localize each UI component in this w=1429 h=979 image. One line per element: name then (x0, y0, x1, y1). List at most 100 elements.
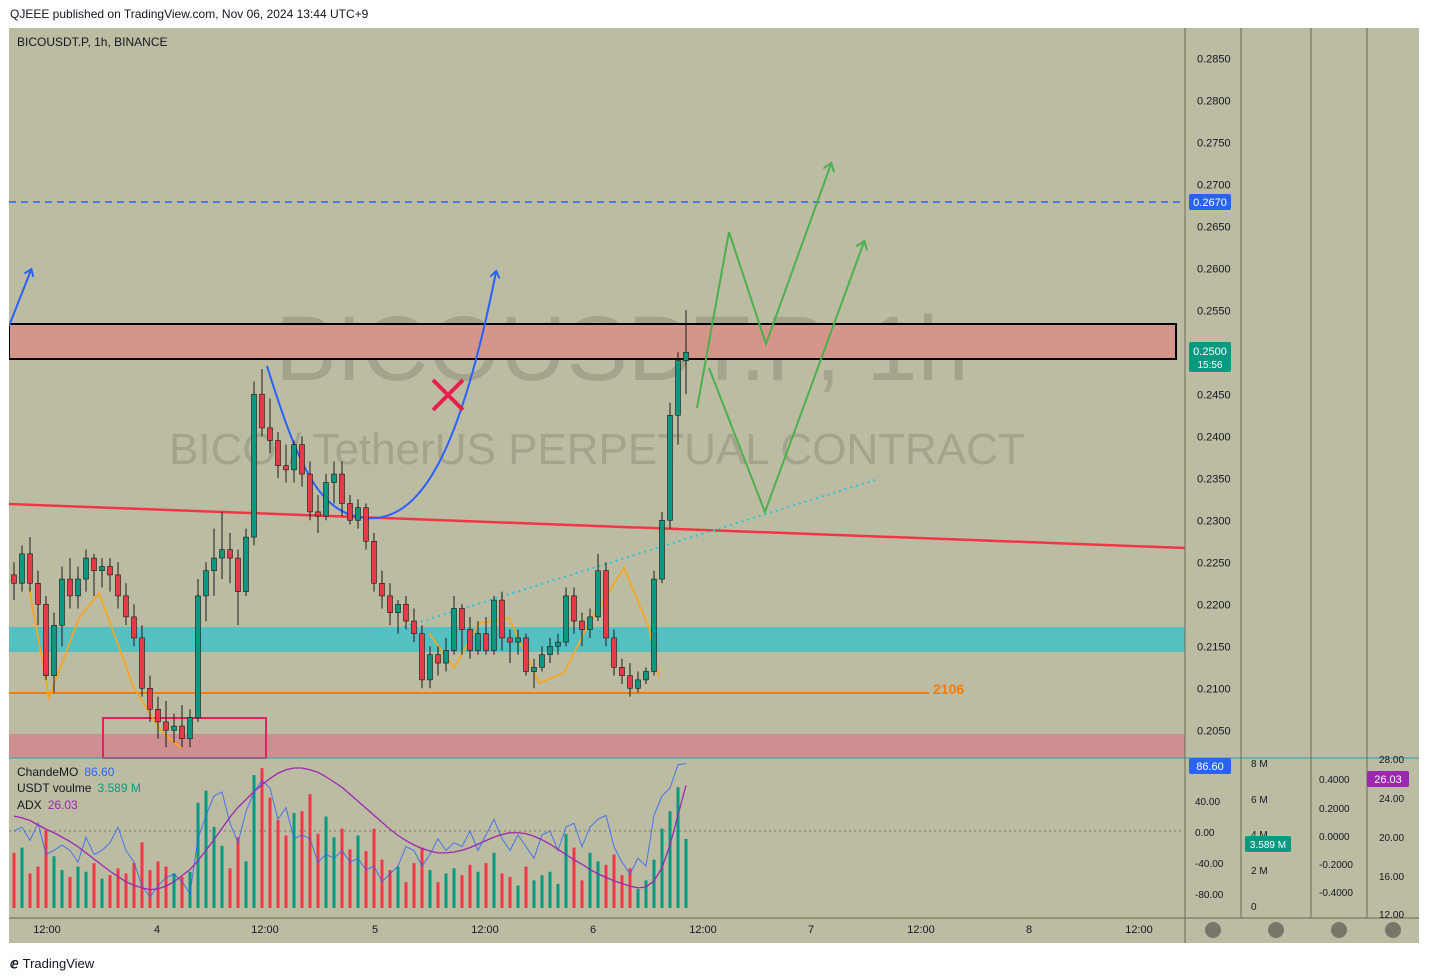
volume-bar (76, 866, 80, 908)
adx-tick-label: 28.00 (1379, 755, 1404, 766)
volume-bar (308, 794, 312, 908)
dmi-tick-label: -0.4000 (1319, 888, 1353, 899)
price-tick-label: 0.2200 (1197, 599, 1231, 611)
chart-frame[interactable]: BICOUSDT.P, 1h BICO / TetherUS PERPETUAL… (9, 28, 1419, 943)
candle (339, 461, 345, 517)
volume-bar (436, 882, 440, 908)
legend-chande[interactable]: ChandeMO 86.60 (17, 765, 114, 779)
price-tick-label: 0.2700 (1197, 179, 1231, 191)
candle (171, 713, 177, 743)
scale-settings-button-4[interactable] (1385, 922, 1401, 938)
candle (491, 595, 497, 655)
volume-bar (444, 873, 448, 908)
volume-bar (508, 876, 512, 908)
dmi-tick-label: 0.4000 (1319, 775, 1350, 786)
candle (427, 646, 433, 689)
green-projection-up (696, 164, 831, 409)
legend-adx[interactable]: ADX 26.03 (17, 798, 78, 812)
candle (467, 616, 473, 659)
svg-text:86.60: 86.60 (1196, 761, 1224, 773)
trend-line (9, 502, 1186, 550)
candle (283, 444, 289, 483)
volume-bar (652, 859, 656, 908)
price-tick-label: 0.2600 (1197, 263, 1231, 275)
volume-bar (428, 870, 432, 908)
candle (651, 570, 657, 676)
candle (115, 562, 121, 609)
volume-bar (500, 873, 504, 908)
candle (83, 549, 89, 592)
price-tick-label: 0.2850 (1197, 53, 1231, 65)
scale-settings-button-2[interactable] (1268, 922, 1284, 938)
volume-bar (292, 813, 296, 908)
candle (147, 675, 153, 722)
candle (419, 625, 425, 689)
candle (11, 562, 17, 601)
volume-bar (340, 828, 344, 908)
candle (323, 474, 329, 521)
footer: ⅇ TradingView (0, 944, 1429, 979)
volume-bar (556, 883, 560, 908)
volume-bar (268, 797, 272, 908)
scale-settings-button-1[interactable] (1205, 922, 1221, 938)
tradingview-logo-icon: ⅇ (10, 955, 19, 971)
candle (195, 579, 201, 722)
candle (403, 595, 409, 630)
time-tick-label: 12:00 (689, 924, 717, 936)
volume-bar (628, 868, 632, 908)
volume-bar (172, 873, 176, 908)
price-tick-label: 0.2750 (1197, 137, 1231, 149)
candle (459, 604, 465, 655)
dmi-tick-label: 0.2000 (1319, 804, 1350, 815)
candle (667, 402, 673, 529)
time-axis[interactable]: 12:00 4 12:00 5 12:00 6 12:00 7 12:00 8 12:00 (33, 924, 1153, 936)
tradingview-logo[interactable]: ⅇ TradingView (10, 955, 94, 972)
candle (123, 583, 129, 626)
candle (43, 595, 49, 680)
volume-bar (316, 833, 320, 908)
volume-bar (588, 852, 592, 908)
candle (259, 369, 265, 437)
blue-cup-curve (266, 272, 496, 520)
candle (75, 566, 81, 609)
candle (67, 558, 73, 609)
candle (251, 381, 257, 546)
volume-bar (52, 856, 56, 908)
price-tick-label: 0.2650 (1197, 221, 1231, 233)
candle (603, 562, 609, 647)
chande-value-tag: 86.60 (1189, 758, 1231, 774)
symbol-label[interactable]: BICOUSDT.P, 1h, BINANCE (17, 35, 168, 49)
time-tick-label: 12:00 (251, 924, 279, 936)
candle (683, 310, 689, 395)
candle (627, 663, 633, 697)
adx-line (13, 767, 687, 891)
volume-tick-label: 4 M (1251, 830, 1268, 841)
target-price-tag: 0.2670 (1189, 194, 1231, 210)
legend-volume[interactable]: USDT voulme 3.589 M (17, 781, 141, 795)
legend-chande-value: 86.60 (84, 765, 115, 779)
volume-bar (412, 863, 416, 908)
adx-tick-label: 12.00 (1379, 910, 1404, 921)
time-tick-label: 12:00 (471, 924, 499, 936)
price-tick-label: 0.2450 (1197, 389, 1231, 401)
candle (19, 545, 25, 592)
volume-bar (44, 830, 48, 908)
dotted-trend-line (374, 479, 876, 637)
volume-bar (420, 847, 424, 908)
candle (307, 461, 313, 521)
candle (379, 570, 385, 609)
adx-tick-label: 16.00 (1379, 872, 1404, 883)
volume-bar (220, 845, 224, 908)
support-zone-cyan (9, 627, 1185, 652)
scale-settings-button-3[interactable] (1331, 922, 1347, 938)
price-tick-label: 0.2250 (1197, 557, 1231, 569)
price-tick-label: 0.2050 (1197, 725, 1231, 737)
volume-bar (156, 861, 160, 908)
candle (203, 562, 209, 622)
price-axis[interactable]: 0.2850 0.2800 0.2750 0.2700 0.2650 0.2600 0.25… (1197, 53, 1231, 737)
chart-canvas[interactable]: BICOUSDT.P, 1h BICO / TetherUS PERPETUAL… (9, 28, 1419, 943)
volume-bar (404, 882, 408, 908)
volume-bar (540, 875, 544, 908)
candle (451, 595, 457, 655)
volume-bar (668, 811, 672, 908)
